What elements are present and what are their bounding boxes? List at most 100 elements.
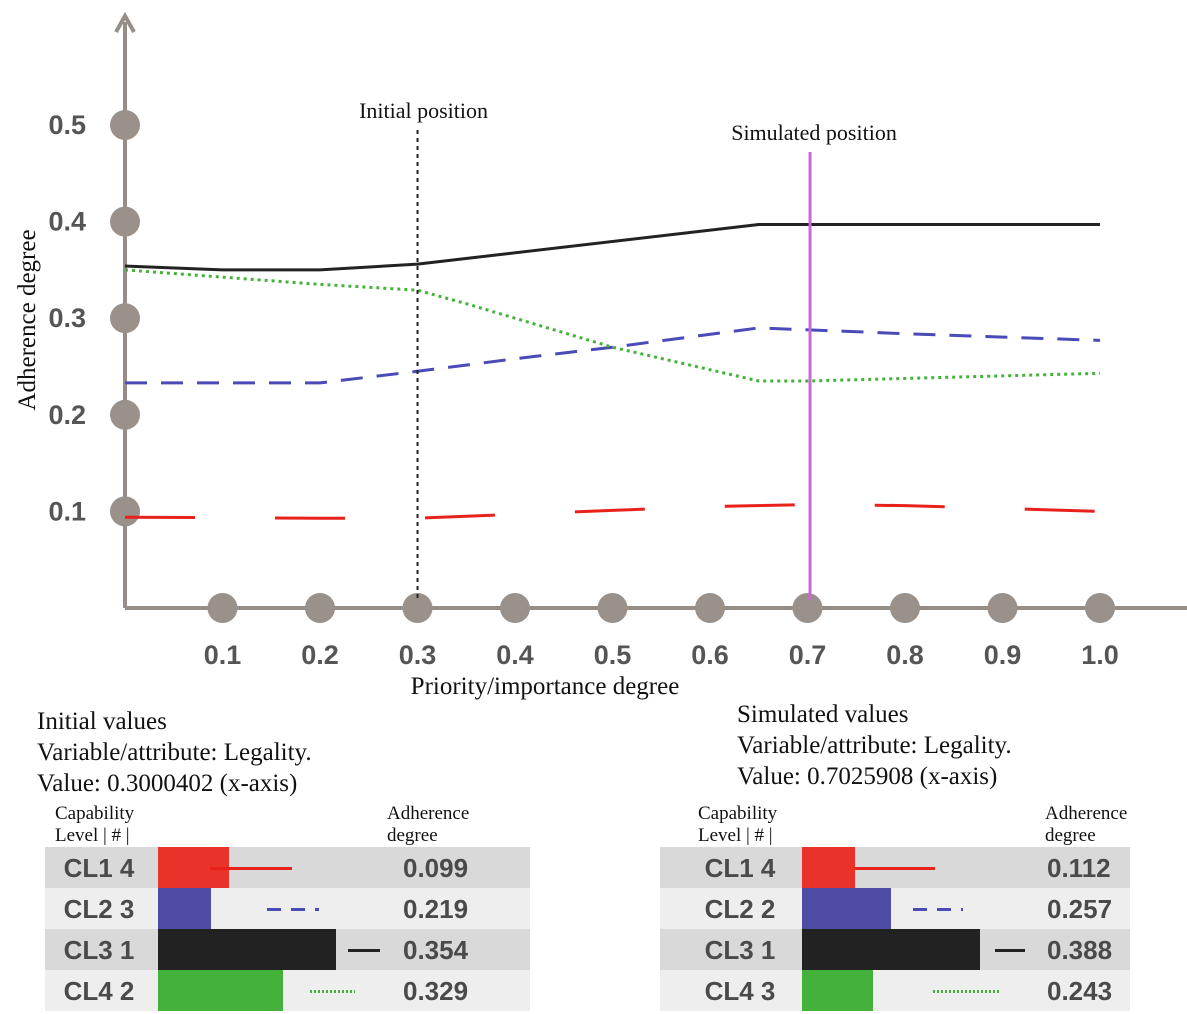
- series-line-cl3: [124, 223, 1100, 272]
- adherence-degree-value: 0.354: [403, 935, 469, 965]
- y-tick-label: 0.4: [48, 207, 86, 237]
- line-style-sample: [995, 949, 1025, 952]
- level-count-bar: [158, 888, 212, 929]
- adherence-degree-value: 0.243: [1047, 976, 1113, 1006]
- adherence-degree-value: 0.329: [403, 976, 469, 1006]
- header-level: Level | # |: [698, 825, 773, 846]
- x-tick-marker: [207, 593, 238, 623]
- level-count-bar: [802, 929, 980, 970]
- x-tick-label: 0.7: [789, 640, 827, 670]
- line-style-sample: [210, 867, 292, 870]
- line-style-sample: [310, 990, 355, 993]
- series-line-cl2: [125, 326, 1101, 385]
- y-tick-marker: [110, 303, 140, 334]
- x-tick-label: 0.5: [594, 640, 632, 670]
- capability-level-code: CL2 3: [63, 894, 135, 924]
- line-style-sample: [348, 949, 380, 952]
- x-tick-label: 0.6: [691, 640, 729, 670]
- x-tick-label: 0.3: [399, 640, 437, 670]
- y-tick-marker: [110, 110, 140, 140]
- y-tick-marker: [110, 399, 140, 430]
- header-level: Level | # |: [55, 825, 130, 846]
- x-tick-marker: [792, 593, 823, 623]
- line-style-sample: [267, 908, 319, 911]
- y-tick-label: 0.3: [48, 303, 86, 333]
- y-tick-marker: [110, 206, 140, 237]
- x-tick-marker: [500, 593, 530, 623]
- simulated-variable: Variable/attribute: Legality.: [737, 732, 1012, 759]
- y-tick-label: 0.1: [48, 496, 86, 526]
- legend-row-1: CL1 4 0.112: [660, 847, 1130, 888]
- level-count-bar: [158, 970, 283, 1011]
- series-line-cl1: [124, 503, 1101, 520]
- level-count-bar: [802, 888, 891, 929]
- x-tick-marker: [1085, 593, 1115, 623]
- x-tick-marker: [695, 593, 725, 623]
- line-style-sample: [913, 908, 963, 911]
- simulated-info: Simulated values Variable/attribute: Leg…: [737, 699, 1012, 792]
- capability-level-code: CL3 1: [704, 935, 776, 965]
- x-tick-label: 0.2: [301, 640, 339, 670]
- x-tick-marker: [597, 593, 628, 623]
- adherence-degree-value: 0.388: [1047, 935, 1113, 965]
- series-line-cl4: [124, 268, 1101, 383]
- y-tick-label: 0.5: [48, 110, 86, 140]
- capability-level-code: CL4 2: [63, 976, 135, 1006]
- header-capability: Capability: [55, 803, 135, 824]
- header-degree: degree: [1045, 825, 1096, 846]
- header-adherence: Adherence: [387, 803, 470, 824]
- simulated-position-label: Simulated position: [731, 120, 897, 145]
- level-count-bar: [802, 970, 874, 1011]
- x-tick-marker: [402, 593, 433, 623]
- header-adherence: Adherence: [1045, 803, 1128, 824]
- x-tick-label: 0.9: [984, 640, 1022, 670]
- adherence-degree-value: 0.219: [403, 894, 469, 924]
- adherence-degree-value: 0.257: [1047, 894, 1113, 924]
- legend-header: Capability Level | # | Adherence degree: [45, 803, 515, 847]
- simulated-title: Simulated values: [737, 701, 909, 728]
- header-capability: Capability: [698, 803, 778, 824]
- legend-row-1: CL1 4 0.099: [45, 847, 530, 888]
- line-style-sample: [855, 867, 935, 870]
- x-tick-label: 0.4: [496, 640, 534, 670]
- legend-row-3: CL3 1 0.388: [660, 929, 1130, 970]
- initial-position-label: Initial position: [359, 98, 488, 123]
- y-axis-arrow: [114, 11, 136, 33]
- capability-level-code: CL3 1: [63, 935, 135, 965]
- x-tick-marker: [987, 593, 1018, 623]
- initial-variable: Variable/attribute: Legality.: [37, 739, 312, 766]
- capability-level-code: CL1 4: [704, 853, 776, 883]
- x-tick-label: 1.0: [1081, 640, 1119, 670]
- level-count-bar: [158, 929, 336, 970]
- initial-legend-table: Capability Level | # | Adherence degree …: [45, 803, 530, 1011]
- level-count-bar: [802, 847, 856, 888]
- legend-row-2: CL2 3 0.219: [45, 888, 530, 929]
- y-tick-marker: [110, 496, 140, 527]
- legend-row-2: CL2 2 0.257: [660, 888, 1130, 929]
- x-tick-marker: [890, 593, 920, 623]
- legend-header: Capability Level | # | Adherence degree: [660, 803, 1130, 847]
- initial-value: Value: 0.3000402 (x-axis): [37, 770, 298, 797]
- x-tick-label: 0.1: [204, 640, 242, 670]
- y-axis-label: Adherence degree: [14, 229, 41, 410]
- capability-level-code: CL1 4: [63, 853, 135, 883]
- simulated-legend-table: Capability Level | # | Adherence degree …: [660, 803, 1130, 1011]
- simulated-value: Value: 0.7025908 (x-axis): [737, 763, 998, 790]
- x-tick-marker: [305, 593, 335, 623]
- legend-rows: CL1 4 0.112 CL2 2 0.257 CL3 1 0.388 CL4 3 0.243: [660, 847, 1130, 1011]
- adherence-degree-value: 0.099: [403, 853, 469, 883]
- x-axis-label: Priority/importance degree: [411, 673, 680, 700]
- legend-row-4: CL4 2 0.329: [45, 970, 530, 1011]
- initial-title: Initial values: [37, 708, 167, 735]
- adherence-degree-value: 0.112: [1047, 853, 1111, 883]
- y-tick-label: 0.2: [48, 400, 86, 430]
- initial-info: Initial values Variable/attribute: Legal…: [37, 706, 312, 799]
- capability-level-code: CL4 3: [704, 976, 776, 1006]
- legend-row-3: CL3 1 0.354: [45, 929, 530, 970]
- chart: 0.5 0.4 0.3 0.2 0.1 0.1 0.2 0.3 0.4 0.5 0.6 0.7 0.8 0…: [14, 11, 1187, 700]
- capability-level-code: CL2 2: [704, 894, 776, 924]
- legend-rows: CL1 4 0.099 CL2 3 0.219 CL3 1 0.354 CL4 2 0.329: [45, 847, 530, 1011]
- header-degree: degree: [387, 825, 438, 846]
- line-style-sample: [933, 990, 1001, 993]
- legend-row-4: CL4 3 0.243: [660, 970, 1130, 1011]
